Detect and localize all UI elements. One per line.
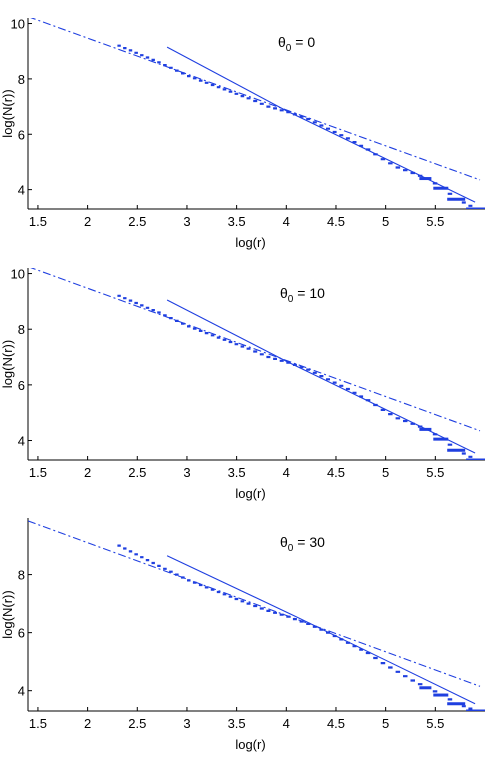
x-tick-label: 5 bbox=[382, 214, 389, 229]
x-axis-label: log(r) bbox=[235, 235, 265, 250]
x-tick-label: 5.5 bbox=[426, 465, 444, 480]
y-tick-label: 10 bbox=[11, 267, 25, 282]
theta-annotation: θ0 = 10 bbox=[280, 285, 325, 305]
x-tick-label: 4 bbox=[283, 716, 290, 731]
x-tick-label: 5.5 bbox=[426, 716, 444, 731]
x-tick-label: 2.5 bbox=[128, 716, 146, 731]
y-tick-label: 6 bbox=[18, 626, 25, 641]
x-tick-label: 5 bbox=[382, 465, 389, 480]
chart-panel-3: 1.5 2 2.5 3 3.5 4 4.5 5 5.5 4 6 8 log(r) log(N(r)) θ0 … bbox=[0, 518, 485, 752]
x-tick-label: 5 bbox=[382, 716, 389, 731]
fit-line-dashdot bbox=[28, 520, 481, 687]
y-tick-label: 4 bbox=[18, 434, 25, 449]
data-steps-series bbox=[117, 544, 473, 710]
chart-panel-2: 1.5 2 2.5 3 3.5 4 4.5 5 5.5 4 6 8 10 log(r) log(N(r)) θ… bbox=[0, 267, 485, 501]
x-tick-label: 4 bbox=[283, 214, 290, 229]
fit-line-solid bbox=[166, 555, 476, 705]
series-group bbox=[28, 520, 485, 711]
theta-annotation: θ0 = 0 bbox=[278, 34, 315, 54]
fit-line-dashdot bbox=[30, 18, 481, 181]
y-tick-label: 6 bbox=[18, 127, 25, 142]
x-tick-label: 3.5 bbox=[228, 465, 246, 480]
y-tick-label: 8 bbox=[18, 72, 25, 87]
x-tick-label: 4 bbox=[283, 465, 290, 480]
x-tick-label: 2 bbox=[84, 716, 91, 731]
y-tick-label: 6 bbox=[18, 378, 25, 393]
x-tick-label: 4.5 bbox=[327, 465, 345, 480]
x-tick-label: 2.5 bbox=[128, 214, 146, 229]
x-tick-label: 5.5 bbox=[426, 214, 444, 229]
y-tick-label: 8 bbox=[18, 568, 25, 583]
x-tick-label: 2 bbox=[84, 465, 91, 480]
x-tick-label: 3.5 bbox=[228, 214, 246, 229]
theta-annotation: θ0 = 30 bbox=[280, 534, 325, 554]
x-tick-label: 1.5 bbox=[29, 465, 47, 480]
x-tick-label: 3 bbox=[183, 214, 190, 229]
x-axis-label: log(r) bbox=[235, 486, 265, 501]
x-tick-label: 2 bbox=[84, 214, 91, 229]
series-group bbox=[30, 18, 485, 209]
chart-panel-1: 1.5 2 2.5 3 3.5 4 4.5 5 5.5 4 6 8 10 log(r) log(N(r)) θ… bbox=[0, 17, 485, 250]
fit-line-solid bbox=[166, 46, 476, 203]
x-tick-label: 1.5 bbox=[29, 214, 47, 229]
y-axis-label: log(N(r)) bbox=[0, 89, 15, 137]
x-tick-label: 4.5 bbox=[327, 214, 345, 229]
x-axis-label: log(r) bbox=[235, 737, 265, 752]
x-tick-label: 1.5 bbox=[29, 716, 47, 731]
fit-line-dashdot bbox=[30, 268, 481, 432]
x-tick-label: 3.5 bbox=[228, 716, 246, 731]
x-tick-label: 3 bbox=[183, 716, 190, 731]
fit-line-solid bbox=[166, 299, 476, 454]
y-tick-label: 4 bbox=[18, 684, 25, 699]
y-axis-label: log(N(r)) bbox=[0, 340, 15, 388]
y-axis-label: log(N(r)) bbox=[0, 590, 15, 638]
x-tick-label: 3 bbox=[183, 465, 190, 480]
series-group bbox=[30, 268, 485, 460]
y-tick-label: 8 bbox=[18, 322, 25, 337]
x-tick-label: 2.5 bbox=[128, 465, 146, 480]
y-tick-label: 4 bbox=[18, 183, 25, 198]
data-steps-series bbox=[117, 44, 473, 207]
y-tick-label: 10 bbox=[11, 17, 25, 32]
x-tick-label: 4.5 bbox=[327, 716, 345, 731]
data-steps-series bbox=[117, 294, 473, 458]
